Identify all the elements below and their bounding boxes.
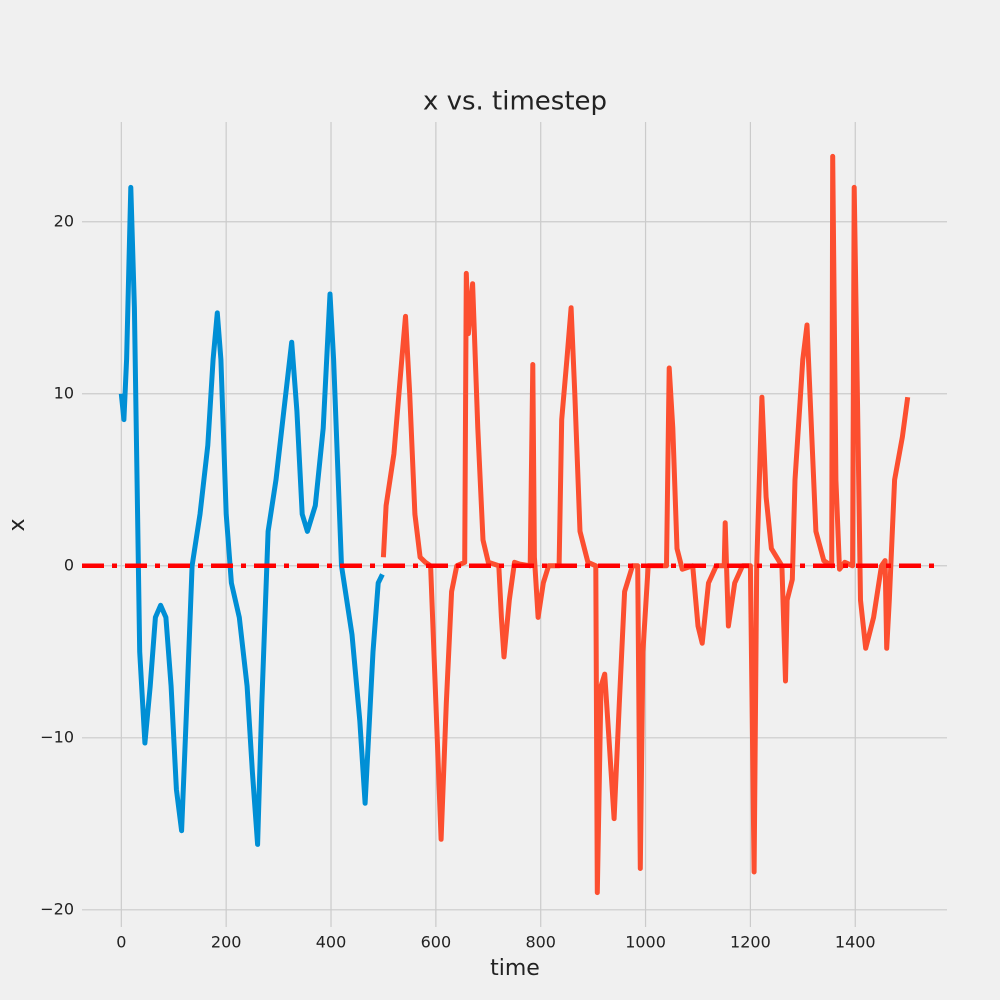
y-tick-label: 0	[64, 555, 74, 574]
y-tick-label: 10	[54, 383, 74, 402]
x-tick-label: 1000	[625, 933, 666, 952]
x-axis-label: time	[490, 956, 540, 981]
y-tick-label: 20	[54, 211, 74, 230]
x-tick-label: 1200	[730, 933, 771, 952]
chart-title: x vs. timestep	[423, 87, 607, 117]
line-series	[118, 184, 385, 847]
x-tick-label: 200	[211, 933, 242, 952]
x-tick-label: 600	[421, 933, 452, 952]
y-axis-label: x	[5, 518, 30, 531]
y-tick-label: −20	[40, 899, 74, 918]
x-tick-label: 400	[316, 933, 347, 952]
y-tick-label: −10	[40, 727, 74, 746]
x-tick-label: 800	[525, 933, 556, 952]
x-tick-label: 0	[116, 933, 126, 952]
x-tick-label: 1400	[835, 933, 876, 952]
